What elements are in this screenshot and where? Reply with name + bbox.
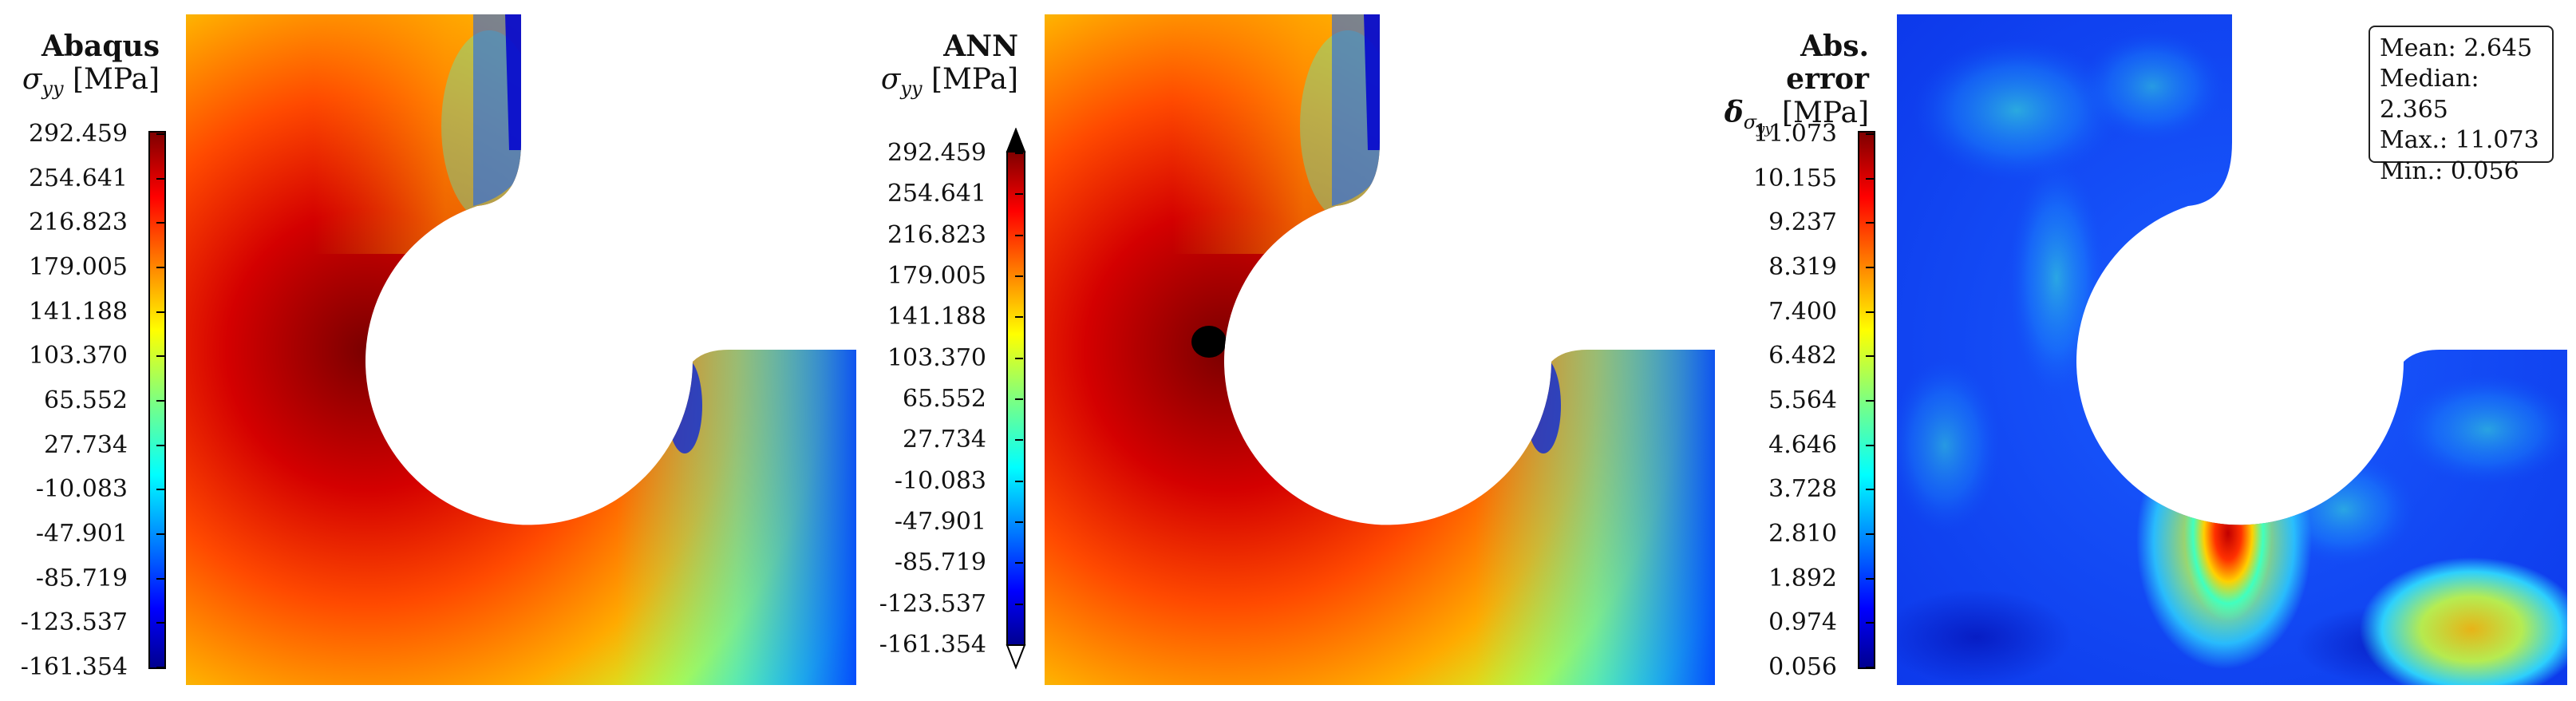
colorbar-tick-label: 27.734: [44, 430, 128, 459]
colorbar-tick-mark: [156, 622, 164, 624]
colorbar-tick-mark: [1015, 275, 1023, 277]
quantity-label: δσyy [MPa]: [1724, 95, 1869, 137]
colorbar-tick-mark: [1015, 398, 1023, 400]
colorbar-tick-label: 7.400: [1768, 297, 1837, 326]
colorbar-tick-mark: [1866, 355, 1874, 358]
panel-title: Abaqus: [41, 30, 160, 63]
colorbar-tick-mark: [1015, 480, 1023, 482]
colorbar-tick-mark: [1015, 357, 1023, 359]
colorbar-tick-mark: [156, 533, 164, 535]
colorbar-tick-label: 216.823: [887, 220, 986, 249]
colorbar-tick-mark: [156, 355, 164, 358]
colorbar-tick-mark: [1015, 644, 1023, 646]
stat-min: Min.: 0.056: [2380, 156, 2519, 185]
colorbar-tick-label: 141.188: [28, 297, 128, 326]
colorbar-tick-mark: [156, 133, 164, 135]
colorbar-tick-label: 2.810: [1768, 520, 1837, 548]
colorbar-tick-label: 5.564: [1768, 386, 1837, 414]
colorbar-tick-label: -161.354: [20, 653, 128, 681]
colorbar-tick-label: 292.459: [28, 120, 128, 148]
colorbar-tick-label: -161.354: [879, 631, 986, 659]
panel-title-block: Abaqus σyy [MPa]: [0, 30, 160, 101]
colorbar-tick-label: 254.641: [887, 180, 986, 208]
stat-mean: Mean: 2.645: [2380, 34, 2533, 62]
colorbar-tick-mark: [1866, 222, 1874, 224]
error-statistics-box: Mean: 2.645 Median: 2.365 Max.: 11.073 M…: [2369, 26, 2554, 185]
colorbar-tick-mark: [156, 222, 164, 224]
colorbar-tick-label: -85.719: [894, 549, 986, 577]
colorbar-tick-label: -123.537: [879, 589, 986, 618]
colorbar-tick-mark: [156, 667, 164, 668]
colorbar-tick-label: 1.892: [1768, 564, 1837, 592]
colorbar-tick-label: 4.646: [1768, 430, 1837, 459]
colorbar-tick-mark: [1015, 603, 1023, 605]
colorbar-tick-label: 0.974: [1768, 608, 1837, 637]
colorbar-tick-mark: [156, 311, 164, 313]
colorbar-tick-mark: [156, 444, 164, 446]
colorbar-tick-mark: [1866, 444, 1874, 446]
colorbar-tick-label: -123.537: [20, 608, 128, 637]
panel-ann: ANN σyy [MPa] 292.459 254.641 216.823 179.0…: [859, 0, 1721, 701]
colorbar-tick-label: 3.728: [1768, 475, 1837, 504]
panel-title-block: ANN σyy [MPa]: [859, 30, 1018, 101]
colorbar-tick-mark: [1866, 311, 1874, 313]
colorbar-tick-mark: [156, 489, 164, 491]
colorbar-tick-mark: [156, 577, 164, 580]
colorbar-tick-label: 10.155: [1753, 164, 1837, 192]
colorbar-tick-mark: [156, 267, 164, 268]
colorbar-tick-label: 8.319: [1768, 253, 1837, 281]
stat-max: Max.: 11.073: [2380, 126, 2539, 155]
stress-contour-plot: [1045, 14, 1715, 685]
panel-title-block: Abs. error δσyy [MPa]: [1717, 30, 1869, 137]
panel-title: Abs. error: [1786, 30, 1869, 97]
colorbar-tick-mark: [1866, 622, 1874, 624]
colorbar-tick-mark: [1866, 177, 1874, 180]
colorbar-tick-mark: [1015, 562, 1023, 564]
colorbar-tick-mark: [1866, 489, 1874, 491]
colorbar-tick-mark: [1015, 521, 1023, 523]
colorbar-tick-label: -10.083: [894, 466, 986, 495]
panel-abs-error: Abs. error δσyy [MPa] 11.073 10.155 9.237 8…: [1717, 0, 2576, 701]
colorbar-tick-mark: [1866, 533, 1874, 535]
colorbar-tick-label: 103.370: [887, 343, 986, 372]
quantity-label: σyy [MPa]: [22, 63, 160, 101]
colorbar-tick-label: 292.459: [887, 139, 986, 167]
colorbar-tick-label: -47.901: [894, 508, 986, 536]
colorbar-tick-label: 254.641: [28, 164, 128, 192]
colorbar-tick-mark: [1015, 152, 1023, 154]
panel-title: ANN: [943, 30, 1018, 63]
colorbar-tick-mark: [1015, 439, 1023, 442]
overshoot-region: [1191, 326, 1227, 358]
quantity-label: σyy [MPa]: [880, 63, 1018, 101]
colorbar-tick-label: 103.370: [28, 342, 128, 370]
colorbar-tick-label: -85.719: [35, 564, 128, 592]
colorbar-tick-label: -47.901: [35, 520, 128, 548]
colorbar-tick-label: 216.823: [28, 208, 128, 237]
colorbar-tick-mark: [1866, 400, 1874, 402]
colorbar-tick-mark: [156, 400, 164, 402]
panel-abaqus: Abaqus σyy [MPa] 292.459 254.641 216.823 17…: [0, 0, 862, 701]
colorbar-tick-mark: [1866, 267, 1874, 268]
colorbar-tick-label: 65.552: [44, 386, 128, 414]
colorbar-tick-mark: [1866, 133, 1874, 135]
colorbar-tick-mark: [1866, 667, 1874, 668]
colorbar-tick-label: 179.005: [887, 262, 986, 290]
stat-median: Median: 2.365: [2380, 65, 2479, 124]
colorbar-tick-mark: [1866, 577, 1874, 580]
colorbar-tick-mark: [156, 177, 164, 180]
colorbar-tick-label: -10.083: [35, 475, 128, 504]
colorbar-tick-label: 0.056: [1768, 653, 1837, 681]
colorbar-tick-mark: [1015, 193, 1023, 196]
colorbar-tick-label: 65.552: [903, 385, 986, 413]
colorbar-tick-label: 6.482: [1768, 342, 1837, 370]
colorbar-tick-label: 9.237: [1768, 208, 1837, 237]
stress-contour-plot: [186, 14, 856, 685]
colorbar-tick-label: 11.073: [1753, 120, 1837, 148]
colorbar-tick-label: 179.005: [28, 253, 128, 281]
colorbar-tick-label: 141.188: [887, 303, 986, 331]
colorbar-tick-label: 27.734: [903, 426, 986, 454]
colorbar-tick-mark: [1015, 234, 1023, 236]
colorbar-tick-mark: [1015, 316, 1023, 319]
